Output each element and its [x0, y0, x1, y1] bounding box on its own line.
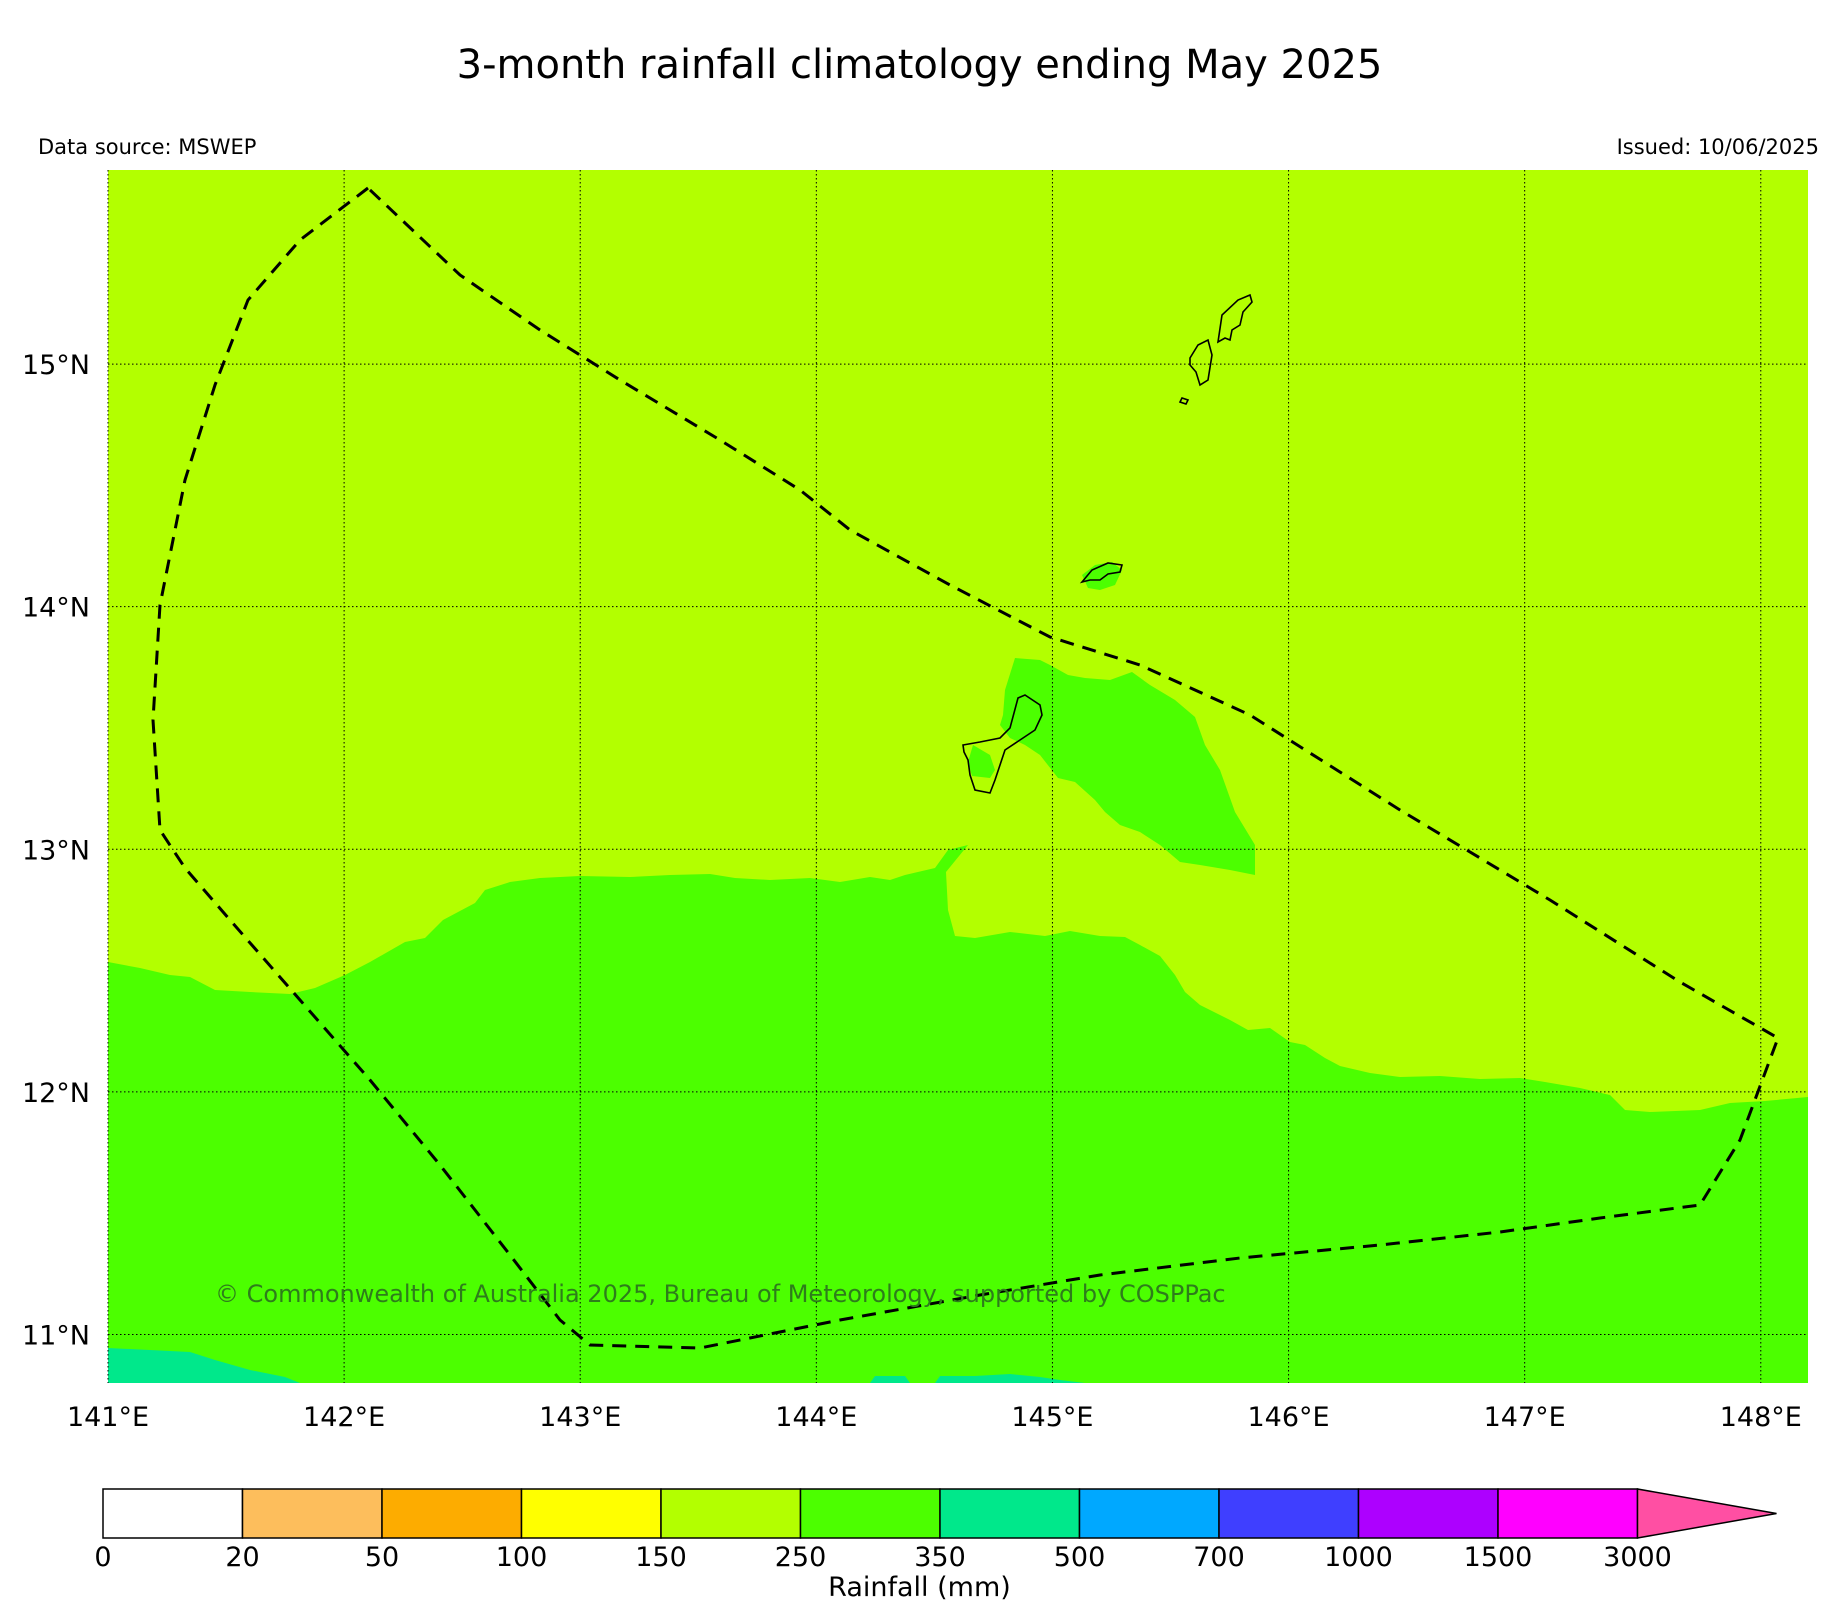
island-outlines — [962, 293, 1253, 794]
colorbar-swatch — [1218, 1488, 1360, 1539]
colorbar-swatch — [1497, 1488, 1639, 1539]
rainfall-class-250-350-area — [1082, 562, 1122, 590]
colorbar-tick-label: 50 — [365, 1542, 399, 1573]
colorbar-tick-label: 500 — [1054, 1542, 1106, 1573]
island-guam-outline — [962, 694, 1043, 794]
rainfall-class-250-350-area — [108, 845, 1808, 1383]
rainfall-class-250-350-area — [1000, 658, 1255, 875]
colorbar-swatch — [241, 1488, 383, 1539]
latitude-labels: 11°N 12°N 13°N 14°N 15°N — [22, 350, 90, 1351]
colorbar-tick-label: 100 — [496, 1542, 548, 1573]
colorbar-tick-label: 1500 — [1464, 1542, 1533, 1573]
colorbar-tick-label: 0 — [94, 1542, 111, 1573]
issued-date-label: Issued: 10/06/2025 — [1616, 135, 1819, 159]
longitude-tick-label: 143°E — [539, 1402, 621, 1433]
longitude-tick-label: 142°E — [303, 1402, 385, 1433]
longitude-tick-label: 144°E — [775, 1402, 857, 1433]
map-panel: © Commonwealth of Australia 2025, Bureau… — [107, 170, 1808, 1383]
latitude-tick-label: 13°N — [22, 835, 90, 866]
rainfall-class-350-500-area — [935, 1374, 1085, 1383]
colorbar-tick-label: 20 — [225, 1542, 259, 1573]
rainfall-class-350-500-area — [870, 1376, 910, 1383]
colorbar-label: Rainfall (mm) — [828, 1572, 1011, 1603]
longitude-tick-label: 146°E — [1248, 1402, 1330, 1433]
longitude-tick-label: 145°E — [1011, 1402, 1093, 1433]
colorbar-tick-label: 1000 — [1324, 1542, 1393, 1573]
island-tinian-outline — [1178, 397, 1190, 405]
colorbar-swatch — [381, 1488, 523, 1539]
colorbar-tick-label: 350 — [914, 1542, 966, 1573]
map-gridlines — [107, 170, 1808, 1383]
colorbar-swatch — [1078, 1488, 1220, 1539]
colorbar-tick-label: 150 — [635, 1542, 687, 1573]
rainfall-class-350-500-area — [108, 1348, 300, 1383]
latitude-tick-label: 14°N — [22, 593, 90, 624]
island-saipan-outline — [1216, 293, 1253, 344]
colorbar-tick-label: 700 — [1193, 1542, 1245, 1573]
copyright-notice: © Commonwealth of Australia 2025, Bureau… — [215, 1280, 1226, 1308]
data-source-label: Data source: MSWEP — [38, 135, 257, 159]
colorbar-swatch — [939, 1488, 1081, 1539]
eez-boundary-line — [151, 186, 1780, 1350]
latitude-tick-label: 11°N — [22, 1320, 90, 1351]
latitude-tick-label: 15°N — [22, 350, 90, 381]
rainfall-colorbar: 0 20 50 100 150 250 350 500 700 1000 1500 3000 — [94, 1488, 1777, 1573]
colorbar-tick-label: 3000 — [1603, 1542, 1672, 1573]
colorbar-swatch — [1357, 1488, 1499, 1539]
longitude-tick-label: 148°E — [1720, 1402, 1802, 1433]
map-title: 3-month rainfall climatology ending May … — [456, 42, 1383, 88]
colorbar-extension-arrow — [1636, 1488, 1777, 1539]
colorbar-tick-label: 250 — [775, 1542, 827, 1573]
colorbar-swatch — [660, 1488, 802, 1539]
longitude-tick-label: 147°E — [1484, 1402, 1566, 1433]
longitude-tick-label: 141°E — [67, 1402, 149, 1433]
island-saipan-outline — [1189, 338, 1213, 387]
rainfall-class-250-350-area — [968, 745, 995, 778]
longitude-labels: 141°E 142°E 143°E 144°E 145°E 146°E 147°E 148°E — [67, 1402, 1802, 1433]
colorbar-swatch — [102, 1488, 244, 1539]
colorbar-swatch — [799, 1488, 941, 1539]
island-rota-outline — [1079, 562, 1124, 584]
latitude-tick-label: 12°N — [22, 1078, 90, 1109]
colorbar-swatch — [520, 1488, 662, 1539]
